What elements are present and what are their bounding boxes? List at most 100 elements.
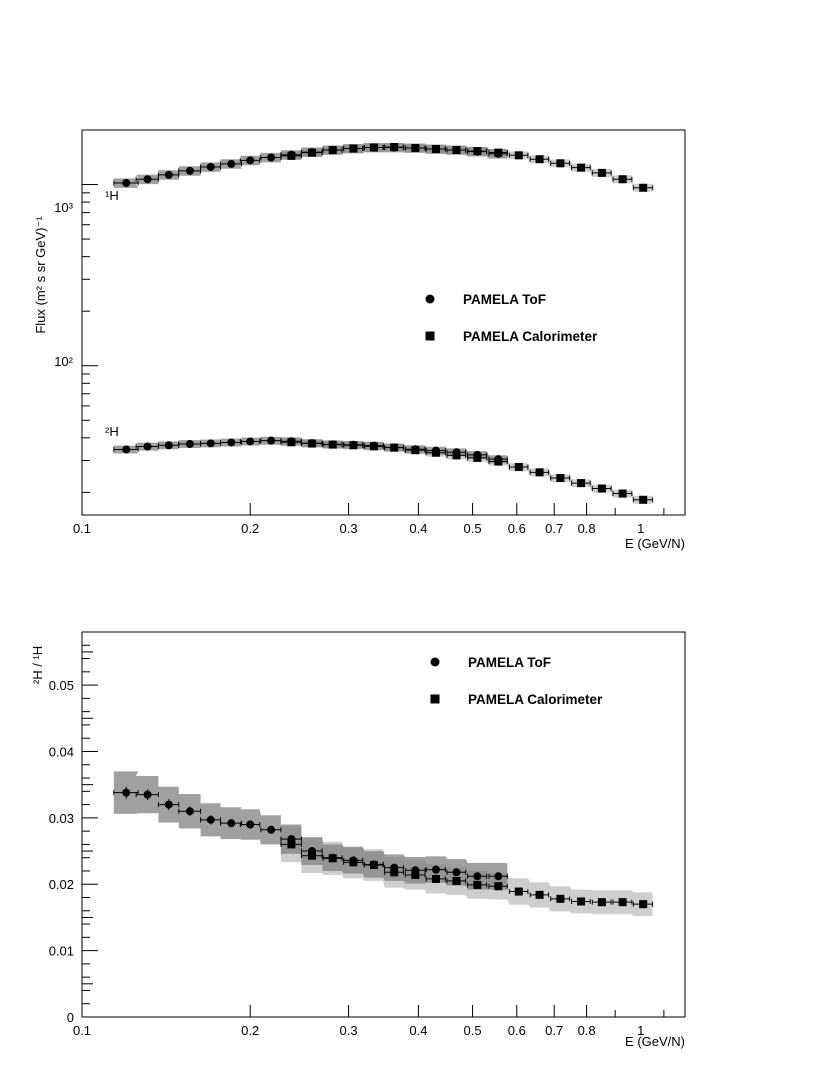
ratio-data-point: [425, 874, 446, 883]
ratio-data-point: [157, 799, 180, 810]
flux-data-point: [508, 463, 529, 472]
ratio-data-point: [467, 872, 488, 881]
flux-data-point: [135, 175, 159, 184]
flux-data-point: [425, 448, 446, 457]
flux-legend-marker-tof: [425, 294, 435, 304]
ratio-data-point: [384, 868, 404, 877]
flux-x-tick-label: 0.7: [545, 521, 563, 536]
ratio-y-tick-label: 0.01: [49, 944, 74, 959]
ratio-data-point: [488, 882, 508, 891]
flux-y-tick-label-1000: 10³: [54, 200, 73, 215]
flux-y-label: Flux (m² s sr GeV)⁻¹: [33, 216, 48, 334]
flux-data-point: [157, 170, 180, 179]
flux-data-point: [488, 457, 508, 466]
flux-data-point: [612, 175, 633, 184]
flux-data-point: [220, 159, 243, 168]
ratio-x-tick-label: 0.7: [545, 1023, 563, 1038]
flux-data-point: [239, 437, 261, 446]
ratio-legend: PAMELA ToF PAMELA Calorimeter: [430, 655, 603, 707]
flux-data-point: [508, 151, 529, 160]
ratio-y-tick-label: 0.05: [49, 678, 74, 693]
flux-data-point: [550, 159, 571, 168]
flux-legend-label-tof: PAMELA ToF: [463, 292, 546, 307]
flux-data-point: [343, 441, 364, 450]
ratio-data-point: [446, 868, 467, 877]
ratio-data-point: [363, 860, 384, 869]
ratio-data-point: [343, 858, 364, 867]
ratio-x-tick-label: 0.6: [508, 1023, 526, 1038]
ratio-legend-label-cal: PAMELA Calorimeter: [468, 692, 603, 707]
flux-data-points: [113, 143, 654, 504]
flux-data-point: [363, 442, 384, 451]
ratio-x-label: E (GeV/N): [625, 1034, 685, 1049]
flux-legend-marker-cal: [425, 331, 435, 341]
ratio-data-point: [425, 865, 446, 874]
flux-x-tick-label: 0.8: [578, 521, 596, 536]
ratio-x-tick-label: 0.3: [340, 1023, 358, 1038]
ratio-y-tick-label: 0: [67, 1010, 74, 1025]
flux-data-point: [404, 144, 426, 153]
flux-legend: PAMELA ToF PAMELA Calorimeter: [425, 292, 598, 344]
ratio-y-ticks: 0 0.01 0.02 0.03 0.04 0.05: [49, 631, 98, 1025]
flux-legend-label-cal: PAMELA Calorimeter: [463, 329, 598, 344]
flux-sys-bands: [113, 143, 653, 504]
ratio-x-ticks: 0.1 0.2 0.3 0.4 0.5 0.6 0.7 0.8 1: [73, 1005, 665, 1038]
flux-annotation-1h: ¹H: [105, 188, 119, 203]
ratio-sys-bands: [113, 771, 653, 917]
flux-data-point: [571, 479, 591, 488]
flux-data-point: [260, 153, 282, 162]
ratio-panel: 0.1 0.2 0.3 0.4 0.5 0.6 0.7 0.8 1 00.010.020.030…: [30, 631, 686, 1049]
ratio-y-tick-label: 0.04: [49, 744, 74, 759]
flux-data-point: [239, 156, 261, 165]
ratio-data-point: [239, 820, 261, 829]
ratio-legend-label-tof: PAMELA ToF: [468, 655, 551, 670]
flux-data-point: [632, 183, 654, 192]
flux-panel: 0.1 0.2 0.3 0.4 0.5 0.6 0.7 0.8 1 Flux (m² s sr …: [33, 129, 686, 551]
ratio-data-point: [591, 898, 612, 907]
flux-data-point: [467, 453, 488, 462]
flux-data-point: [113, 178, 139, 187]
flux-x-label: E (GeV/N): [625, 536, 685, 551]
ratio-data-points: [113, 786, 654, 909]
ratio-data-point: [550, 894, 571, 903]
ratio-data-point: [322, 854, 343, 863]
ratio-data-point: [300, 851, 323, 860]
ratio-sys-band: [113, 771, 508, 890]
flux-data-point: [446, 451, 467, 460]
flux-data-point: [446, 146, 467, 155]
flux-x-tick-label: 0.1: [73, 521, 91, 536]
flux-x-tick-label: 0.2: [241, 521, 259, 536]
flux-data-point: [343, 144, 364, 153]
ratio-y-label: ²H / ¹H: [30, 646, 45, 684]
flux-x-tick-label: 1: [637, 521, 644, 536]
flux-plot-frame: [81, 129, 686, 516]
flux-data-point: [467, 147, 488, 156]
ratio-x-tick-label: 0.4: [409, 1023, 427, 1038]
flux-data-point: [200, 162, 222, 171]
ratio-data-point: [612, 898, 633, 907]
ratio-x-tick-label: 0.8: [578, 1023, 596, 1038]
ratio-data-point: [467, 880, 488, 889]
flux-data-point: [384, 443, 404, 452]
flux-data-point: [632, 495, 654, 504]
flux-annotation-2h: ²H: [105, 424, 119, 439]
ratio-data-point: [260, 825, 282, 834]
flux-data-point: [300, 439, 323, 448]
ratio-plot-frame: [81, 631, 686, 1018]
ratio-x-tick-label: 0.1: [73, 1023, 91, 1038]
flux-data-point: [113, 445, 139, 454]
ratio-data-point: [178, 806, 202, 816]
flux-data-point: [384, 143, 404, 152]
ratio-x-tick-label: 1: [637, 1023, 644, 1038]
ratio-legend-marker-cal: [430, 694, 440, 704]
flux-data-point: [591, 484, 612, 493]
flux-data-point: [550, 474, 571, 483]
flux-x-tick-label: 0.3: [340, 521, 358, 536]
flux-x-tick-label: 0.5: [464, 521, 482, 536]
ratio-data-point: [280, 840, 302, 849]
ratio-data-point: [508, 887, 529, 896]
flux-data-point: [322, 146, 343, 155]
ratio-data-point: [529, 890, 550, 899]
flux-data-point: [612, 489, 633, 498]
